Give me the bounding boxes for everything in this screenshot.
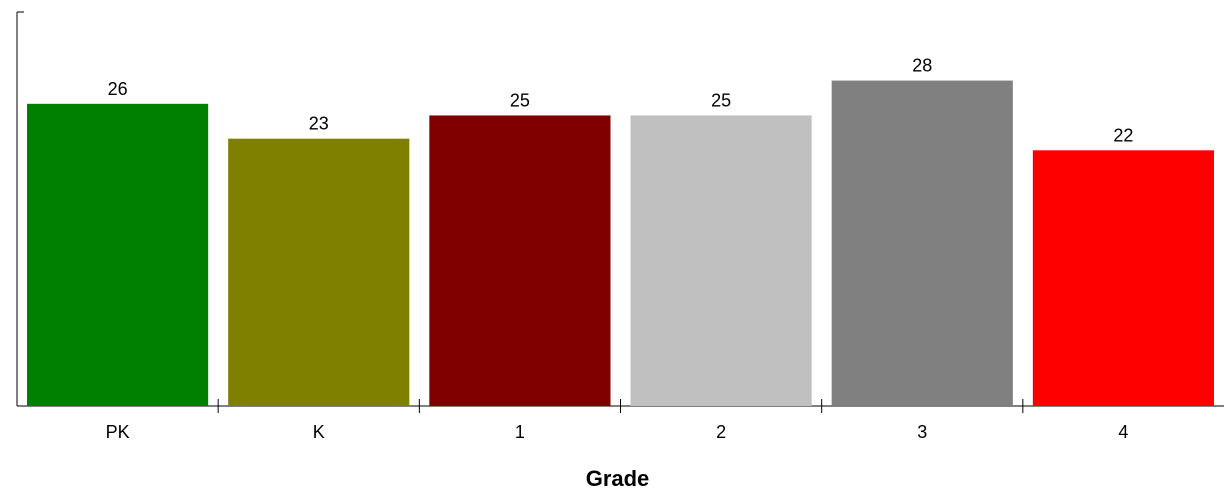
bars-group xyxy=(27,80,1214,407)
bar-4 xyxy=(1032,150,1214,406)
bar-value-label: 23 xyxy=(309,114,329,134)
bar-k xyxy=(228,138,410,406)
x-tick-label: PK xyxy=(106,422,130,442)
bar-3 xyxy=(831,80,1013,407)
x-tick-label: 3 xyxy=(917,422,927,442)
x-axis-tick-labels: PK K 1 2 3 4 xyxy=(106,422,1129,442)
bar-value-labels: 26 23 25 25 28 22 xyxy=(108,56,1134,146)
x-tick-label: K xyxy=(313,422,325,442)
bar-value-label: 28 xyxy=(912,56,932,76)
x-tick-label: 4 xyxy=(1118,422,1128,442)
bar-value-label: 25 xyxy=(510,90,530,110)
bar-value-label: 25 xyxy=(711,90,731,110)
bar-pk xyxy=(27,103,209,406)
bar-1 xyxy=(429,115,611,407)
x-axis-ticks xyxy=(217,399,1024,413)
bar-2 xyxy=(630,115,812,407)
bar-value-label: 26 xyxy=(108,79,128,99)
x-axis-title: Grade xyxy=(586,466,650,491)
bar-value-label: 22 xyxy=(1113,125,1133,145)
x-tick-label: 2 xyxy=(716,422,726,442)
x-tick-label: 1 xyxy=(515,422,525,442)
